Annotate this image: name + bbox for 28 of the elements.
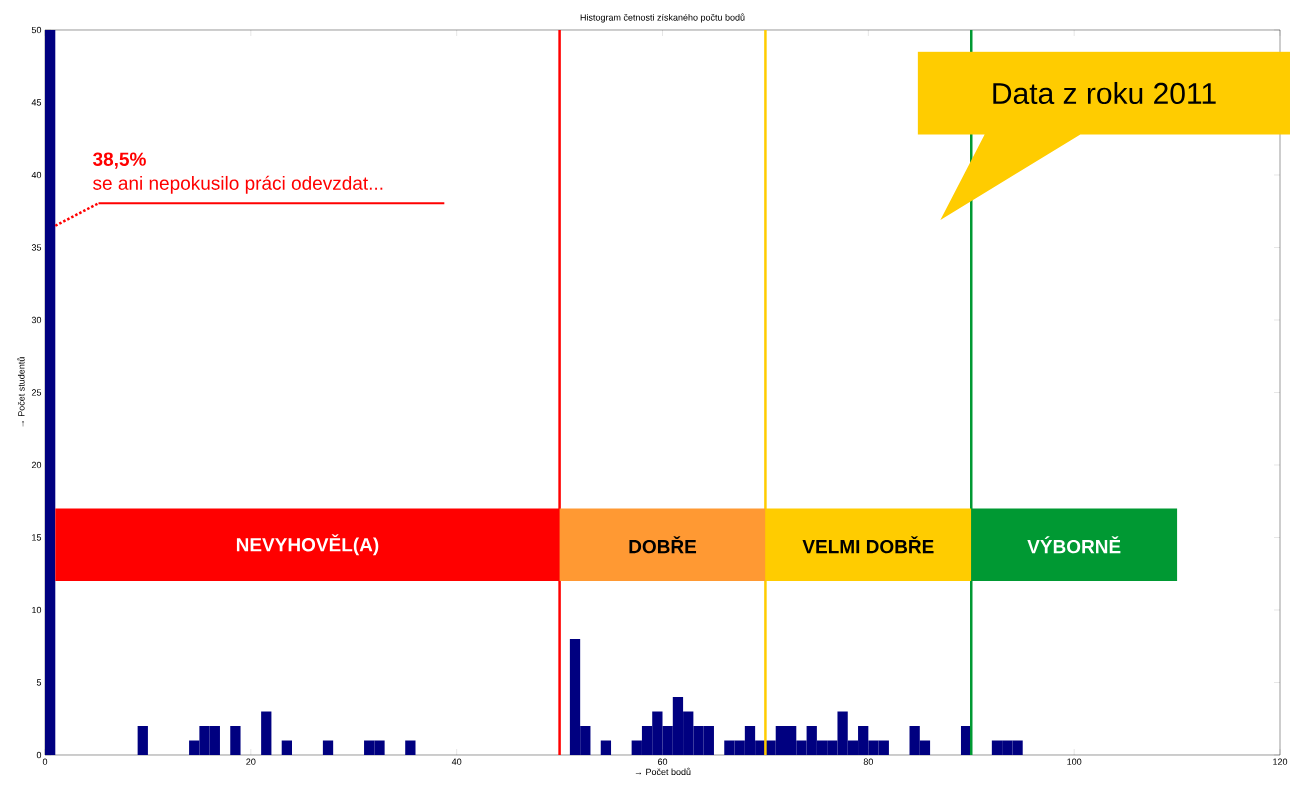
band-label: DOBŘE — [629, 536, 697, 554]
y-tick-label: 40 — [31, 171, 42, 179]
x-tick-label: 100 — [1067, 758, 1082, 765]
y-tick-label: 35 — [31, 244, 42, 251]
y-tick-label: 30 — [31, 316, 42, 324]
x-tick-label: 20 — [246, 758, 256, 765]
band-label: VELMI DOBŘE — [802, 536, 934, 554]
y-tick-label: 25 — [31, 389, 42, 396]
chart-title: Histogram četnosti získaného počtu bodů — [580, 13, 745, 23]
annotation: 38,5% — [92, 152, 146, 169]
y-tick-label: 5 — [36, 679, 42, 686]
x-tick-label: 120 — [1273, 758, 1288, 765]
y-tick-label: 45 — [31, 99, 42, 106]
x-tick-label: 60 — [657, 758, 668, 765]
y-tick-label: 0 — [36, 751, 42, 759]
x-tick-label: 40 — [451, 758, 462, 765]
band-label: NEVYHOVĚL(A) — [236, 534, 379, 556]
x-tick-label: 80 — [863, 758, 873, 765]
y-tick-label: 10 — [32, 606, 42, 614]
y-tick-label: 15 — [32, 534, 42, 541]
y-tick-label: 50 — [31, 26, 42, 34]
annotation: Data z roku 2011 — [993, 82, 1216, 105]
x-axis-title: → Počet bodů — [635, 767, 691, 776]
x-tick-label: 0 — [42, 758, 48, 765]
y-tick-label: 20 — [31, 461, 42, 469]
annotation: se ani nepokusilo práci odevzdat... — [93, 175, 383, 194]
band-label: VÝBORNĚ — [1027, 536, 1121, 554]
y-axis-title: → Počet studentů — [17, 357, 25, 427]
